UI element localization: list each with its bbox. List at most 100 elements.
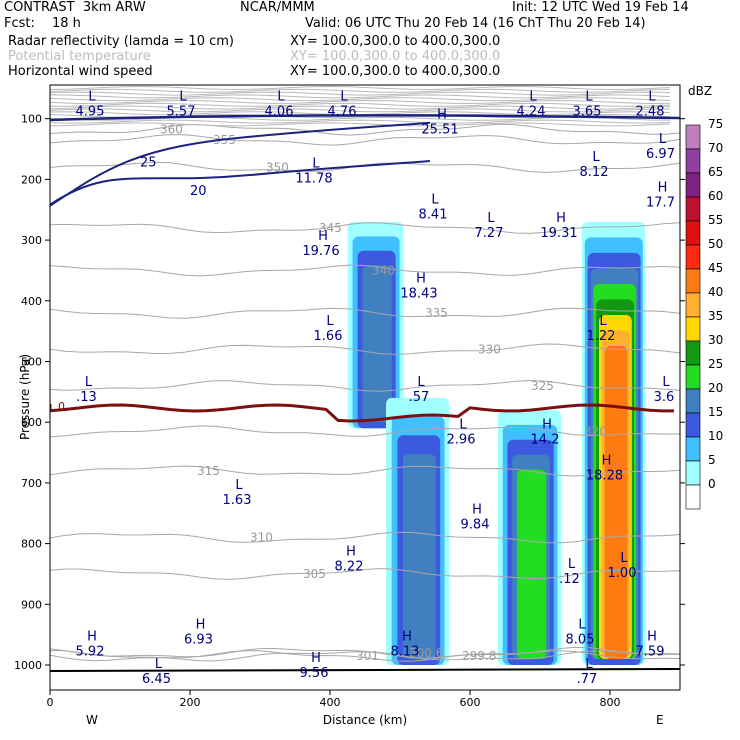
extremum-L-marker-4: L: [529, 89, 537, 104]
theta-contour-340: [50, 264, 680, 277]
theta-contour-345: [50, 222, 680, 234]
colorbar-swatch-45: [685, 268, 701, 294]
field2-xy: XY= 100.0,300.0 to 400.0,300.0: [290, 49, 501, 64]
extremum-L-marker-37: L: [585, 657, 593, 672]
colorbar-swatch-10: [685, 436, 701, 462]
theta-label-320: 320: [584, 424, 607, 438]
extremum-value-21: 3.6: [654, 390, 675, 405]
extremum-H-marker-7: H: [437, 108, 447, 123]
colorbar-label-25: 25: [708, 357, 723, 371]
colorbar-swatch-25: [685, 364, 701, 390]
colorbar-swatch-30: [685, 340, 701, 366]
extremum-L-marker-28: L: [568, 557, 576, 572]
field1-name: Radar reflectivity (lamda = 10 cm): [8, 34, 234, 49]
theta-contour-320: [50, 425, 680, 438]
extremum-value-2: 4.06: [265, 104, 294, 119]
extremum-L-marker-29: L: [620, 551, 628, 566]
colorbar-swatch-5: [685, 460, 701, 486]
y-tick-label-500: 500: [21, 356, 42, 369]
colorbar-label-40: 40: [708, 285, 723, 299]
colorbar-label-15: 15: [708, 405, 723, 419]
extremum-value-13: 7.27: [475, 226, 504, 241]
extremum-H-marker-32: H: [402, 630, 412, 645]
extremum-value-31: 6.93: [184, 633, 213, 648]
x-tick-label-800: 800: [600, 696, 621, 709]
colorbar-label-30: 30: [708, 333, 723, 347]
y-tick-label-300: 300: [21, 234, 42, 247]
extremum-value-30: 5.92: [76, 645, 105, 660]
y-tick-label-100: 100: [21, 113, 42, 126]
extremum-H-marker-23: H: [542, 417, 552, 432]
theta-label-360: 360: [160, 123, 183, 137]
theta-label-299.8: 299.8: [462, 649, 496, 663]
theta-contour-upper-7: [50, 105, 671, 110]
extremum-value-12: 8.41: [419, 208, 448, 223]
y-tick-label-200: 200: [21, 173, 42, 186]
theta-label-325: 325: [531, 379, 554, 393]
extremum-value-4: 4.24: [517, 104, 546, 119]
extremum-L-marker-20: L: [417, 375, 425, 390]
extremum-value-14: 19.31: [540, 226, 577, 241]
wind-contour-jet: [50, 114, 680, 122]
extremum-L-marker-18: L: [599, 314, 607, 329]
extremum-L-marker-36: L: [155, 657, 163, 672]
x-end-label-left: W: [86, 713, 98, 727]
colorbar-label-60: 60: [708, 189, 723, 203]
extremum-L-marker-9: L: [592, 150, 600, 165]
extremum-value-9: 8.12: [580, 165, 609, 180]
reflectivity-cell-3-level-45: [604, 345, 628, 659]
theta-contour-upper-5: [50, 99, 671, 105]
extremum-value-15: 19.76: [302, 244, 339, 259]
extremum-value-33: 8.05: [566, 633, 595, 648]
theta-label-350: 350: [266, 160, 289, 174]
theta-contour-335: [50, 307, 680, 319]
extremum-L-marker-8: L: [659, 132, 667, 147]
x-tick-label-0: 0: [47, 696, 54, 709]
zero-isotherm-label: 0: [58, 400, 65, 413]
colorbar-swatch-35: [685, 316, 701, 342]
extremum-value-23: 14.2: [531, 432, 560, 447]
extremum-value-32: 8.13: [391, 645, 420, 660]
theta-label-300.6: 300.6: [409, 646, 443, 660]
theta-contour-upper-6: [50, 102, 671, 107]
field3-xy: XY= 100.0,300.0 to 400.0,300.0: [290, 64, 501, 79]
extremum-H-marker-24: H: [602, 454, 612, 469]
fcst-value: 18 h: [52, 16, 81, 31]
extremum-value-25: 1.63: [223, 493, 252, 508]
extremum-H-marker-26: H: [472, 502, 482, 517]
extremum-H-marker-31: H: [196, 618, 206, 633]
theta-label-315: 315: [197, 464, 220, 478]
theta-contour-355: [50, 134, 680, 146]
extremum-L-marker-5: L: [585, 89, 593, 104]
theta-label-305: 305: [303, 567, 326, 581]
extremum-value-37: .77: [577, 672, 598, 687]
extremum-value-0: 4.95: [76, 104, 105, 119]
y-axis-title: Pressure (hPa): [18, 353, 33, 441]
colorbar-swatch-20: [685, 388, 701, 414]
extremum-H-marker-34: H: [647, 630, 657, 645]
theta-label-340: 340: [372, 263, 395, 277]
extremum-value-26: 9.84: [461, 517, 490, 532]
extremum-H-marker-27: H: [346, 545, 356, 560]
field3-name: Horizontal wind speed: [8, 64, 153, 79]
colorbar-swatch-50: [685, 244, 701, 270]
theta-contour-upper-13: [50, 122, 671, 127]
extremum-value-16: 18.43: [400, 287, 437, 302]
y-tick-label-1000: 1000: [14, 659, 42, 672]
extremum-value-19: .13: [76, 390, 97, 405]
theta-contour-upper-2: [50, 91, 671, 96]
reflectivity-cell-1-level-20: [403, 454, 436, 659]
theta-contour-upper-4: [50, 97, 671, 102]
x-end-label-right: E: [656, 713, 664, 727]
theta-contour-upper-12: [50, 119, 671, 124]
extremum-value-27: 8.22: [335, 560, 364, 575]
center-label: NCAR/MMM: [240, 0, 315, 15]
extremum-value-5: 3.65: [573, 104, 602, 119]
model-title: CONTRAST 3km ARW: [4, 0, 146, 15]
extremum-L-marker-3: L: [340, 89, 348, 104]
y-tick-label-900: 900: [21, 598, 42, 611]
extremum-L-marker-12: L: [431, 193, 439, 208]
extremum-value-18: 1.22: [587, 329, 616, 344]
extremum-L-marker-10: L: [312, 156, 320, 171]
